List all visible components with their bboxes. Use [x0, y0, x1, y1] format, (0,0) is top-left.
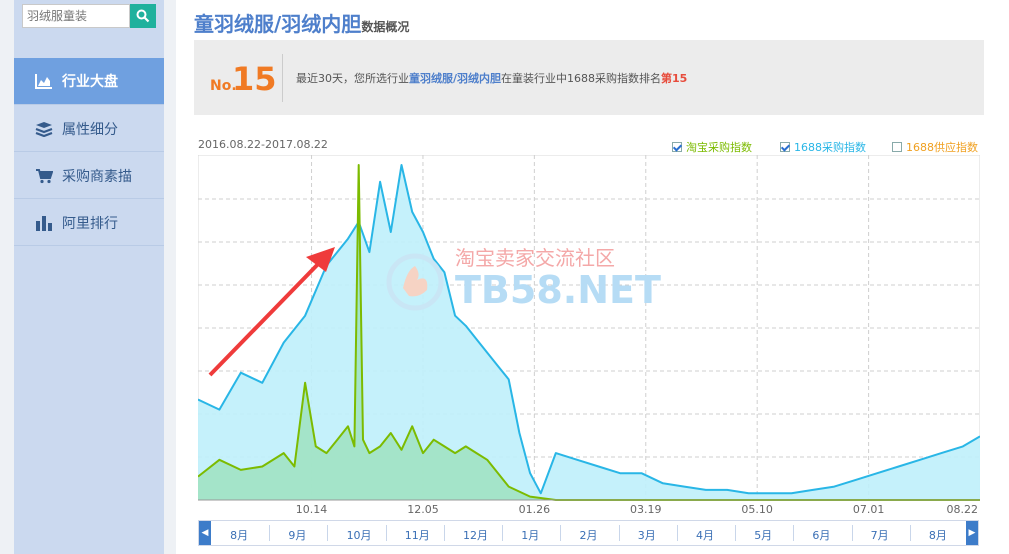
timeline-month[interactable]: 8月 — [230, 529, 249, 542]
series-line[interactable] — [198, 164, 980, 495]
layers-icon — [34, 119, 54, 139]
timeline-separator — [851, 525, 853, 541]
legend-taobao[interactable]: 淘宝采购指数 — [672, 139, 752, 155]
legend-1688-purchase[interactable]: 1688采购指数 — [780, 139, 866, 155]
timeline-separator — [676, 525, 678, 541]
checkbox-icon[interactable] — [780, 142, 790, 152]
rank-text-prefix: 最近30天，您所选行业 — [296, 72, 409, 85]
watermark-logo-icon — [386, 253, 444, 311]
area-chart-icon — [34, 71, 54, 91]
search-input[interactable] — [22, 4, 130, 28]
rank-number: 15 — [232, 60, 277, 98]
timeline-month[interactable]: 8月 — [928, 529, 947, 542]
bar-chart-icon — [34, 213, 54, 233]
annotation-arrow-head — [306, 247, 335, 272]
timeline-separator — [327, 525, 329, 541]
divider — [282, 54, 283, 102]
page-title: 童羽绒服/羽绒内胆数据概况 — [194, 8, 409, 37]
watermark-line2: TB58.NET — [455, 268, 661, 312]
timeline-month[interactable]: 5月 — [754, 529, 773, 542]
x-tick-label: 10.14 — [296, 503, 328, 515]
x-tick-label: 08.22 — [947, 503, 979, 515]
timeline-separator — [560, 525, 562, 541]
category-title: 童羽绒服/羽绒内胆 — [194, 12, 362, 36]
timeline-separator — [618, 525, 620, 541]
sidebar-item-label: 阿里排行 — [62, 215, 118, 232]
timeline-separator — [909, 525, 911, 541]
timeline-separator — [269, 525, 271, 541]
sidebar-item-label: 属性细分 — [62, 121, 118, 138]
date-range: 2016.08.22-2017.08.22 — [198, 138, 328, 151]
trend-chart: 10.14 12.05 01.26 03.19 05.10 07.01 08.22 — [198, 155, 980, 515]
timeline-separator — [443, 525, 445, 541]
timeline-prev-button[interactable]: ◀ — [199, 521, 211, 545]
timeline-month[interactable]: 6月 — [812, 529, 831, 542]
x-tick-label: 05.10 — [741, 503, 773, 515]
legend-label: 1688采购指数 — [794, 141, 866, 154]
timeline-month[interactable]: 9月 — [288, 529, 307, 542]
timeline-month[interactable]: 11月 — [404, 529, 430, 542]
x-tick-label: 07.01 — [853, 503, 885, 515]
legend-label: 1688供应指数 — [906, 141, 978, 154]
rank-text-position: 第15 — [661, 72, 688, 85]
rank-summary: No. 15 最近30天，您所选行业童羽绒服/羽绒内胆在童装行业中1688采购指… — [194, 40, 984, 115]
x-tick-label: 12.05 — [407, 503, 439, 515]
timeline-month[interactable]: 4月 — [695, 529, 714, 542]
timeline-month[interactable]: 2月 — [579, 529, 598, 542]
sidebar-item-attributes[interactable]: 属性细分 — [14, 106, 164, 152]
rank-text-middle: 在童装行业中1688采购指数排名 — [501, 72, 662, 85]
timeline-month[interactable]: 1月 — [521, 529, 540, 542]
cart-icon — [34, 166, 54, 186]
prev-arrow-icon: ◀ — [201, 528, 209, 538]
sidebar-item-label: 采购商素描 — [62, 168, 132, 185]
sidebar-item-industry-overview[interactable]: 行业大盘 — [14, 58, 164, 105]
rank-prefix: No. — [210, 78, 237, 94]
next-arrow-icon: ▶ — [968, 528, 976, 538]
timeline-month[interactable]: 3月 — [637, 529, 656, 542]
timeline-next-button[interactable]: ▶ — [966, 521, 978, 545]
timeline-month[interactable]: 7月 — [870, 529, 889, 542]
series-area — [198, 165, 980, 500]
watermark-line1: 淘宝卖家交流社区 — [455, 246, 615, 270]
search-button[interactable] — [130, 4, 156, 28]
annotation-arrow — [208, 258, 324, 377]
rank-description: 最近30天，您所选行业童羽绒服/羽绒内胆在童装行业中1688采购指数排名第15 — [296, 70, 687, 86]
checkbox-icon[interactable] — [892, 142, 902, 152]
search-icon — [136, 9, 150, 23]
timeline-separator — [502, 525, 504, 541]
sidebar-item-label: 行业大盘 — [62, 74, 118, 90]
timeline-separator — [385, 525, 387, 541]
sidebar-item-buyer-profile[interactable]: 采购商素描 — [14, 153, 164, 199]
checkbox-icon[interactable] — [672, 142, 682, 152]
page-subtitle: 数据概况 — [361, 20, 410, 34]
timeline-slider[interactable]: ◀ ▶ 8月 9月 10月 11月 12月 1月 2月 3月 4月 5月 6月 7月 8月 — [198, 520, 979, 546]
timeline-separator — [735, 525, 737, 541]
series-area — [198, 165, 980, 500]
x-tick-label: 03.19 — [630, 503, 662, 515]
legend-label: 淘宝采购指数 — [686, 141, 752, 154]
timeline-month[interactable]: 12月 — [463, 529, 489, 542]
legend-1688-supply[interactable]: 1688供应指数 — [892, 139, 978, 155]
timeline-separator — [793, 525, 795, 541]
sidebar-item-ali-ranking[interactable]: 阿里排行 — [14, 200, 164, 246]
rank-text-category[interactable]: 童羽绒服/羽绒内胆 — [409, 72, 502, 85]
x-tick-label: 01.26 — [519, 503, 551, 515]
timeline-month[interactable]: 10月 — [346, 529, 372, 542]
